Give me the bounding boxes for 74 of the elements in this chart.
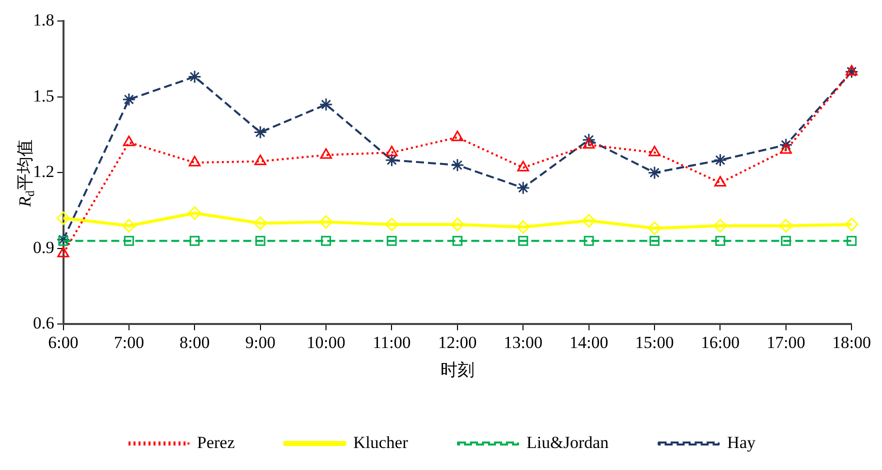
x-tick-label: 7:00 [114, 332, 144, 352]
point [122, 218, 136, 232]
x-tick-label: 8:00 [180, 332, 210, 352]
point [516, 220, 530, 234]
point [846, 64, 858, 76]
point [648, 222, 662, 235]
point [780, 143, 792, 154]
x-tick-label: 13:00 [504, 332, 543, 352]
x-tick-label: 16:00 [700, 332, 740, 352]
point [714, 176, 726, 187]
point [321, 236, 332, 246]
point [715, 236, 726, 246]
point [584, 236, 594, 246]
point [779, 218, 793, 232]
point [56, 232, 70, 246]
point [254, 154, 266, 166]
y-tick-label: 1.5 [33, 86, 54, 106]
y-tick-label: 0.6 [33, 314, 54, 333]
point [582, 138, 595, 149]
point [452, 236, 462, 246]
point [384, 218, 398, 232]
point [582, 133, 596, 147]
point [123, 136, 135, 146]
point [779, 138, 793, 152]
point [452, 130, 464, 142]
point [713, 218, 727, 232]
point [516, 181, 530, 195]
point [517, 160, 530, 172]
legend-label: Hay [727, 432, 756, 452]
point [780, 236, 791, 246]
point [319, 98, 333, 112]
point [254, 216, 268, 230]
x-tick-label: 15:00 [635, 332, 674, 352]
point [255, 236, 266, 246]
point [57, 246, 70, 258]
x-tick-label: 9:00 [245, 332, 276, 352]
y-tick-label: 1.8 [33, 10, 54, 30]
point [122, 92, 136, 106]
point [254, 126, 268, 140]
point [319, 215, 333, 229]
x-axis-title: 时刻 [440, 360, 474, 380]
point [844, 218, 858, 232]
point [188, 70, 202, 84]
point [386, 146, 398, 156]
point [58, 236, 68, 246]
y-tick-label: 0.9 [33, 238, 54, 257]
legend-label: Liu&Jordan [526, 432, 610, 452]
x-tick-label: 12:00 [438, 332, 477, 352]
point [648, 166, 662, 180]
x-tick-label: 18:00 [832, 332, 872, 352]
point [650, 236, 660, 246]
x-tick-label: 11:00 [372, 332, 411, 352]
point [450, 218, 464, 232]
point [188, 156, 201, 166]
point [190, 236, 200, 246]
point [56, 211, 70, 225]
point [844, 64, 858, 78]
x-tick-label: 17:00 [766, 332, 806, 352]
x-tick-label: 10:00 [306, 332, 346, 352]
point [648, 146, 660, 156]
point [188, 206, 202, 220]
x-tick-label: 6:00 [48, 332, 78, 352]
point [386, 236, 397, 246]
point [518, 236, 528, 246]
legend-label: Klucher [353, 432, 408, 452]
point [582, 214, 596, 228]
point [320, 148, 332, 159]
legend-label: Perez [197, 432, 236, 452]
point [846, 236, 857, 246]
point [450, 158, 464, 172]
point [124, 236, 134, 246]
point [713, 153, 727, 167]
x-tick-label: 14:00 [569, 332, 608, 352]
point [384, 153, 398, 167]
